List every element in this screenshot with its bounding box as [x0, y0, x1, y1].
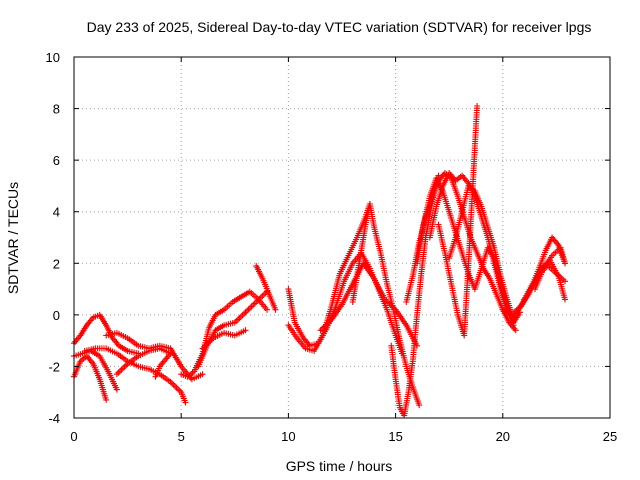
series-track-15 [388, 172, 442, 419]
y-tick-label: 4 [53, 205, 60, 220]
y-axis-label: SDTVAR / TECUs [5, 182, 21, 294]
data-marks [81, 345, 189, 406]
series-track-20 [446, 182, 517, 323]
y-tick-label: 6 [53, 153, 60, 168]
series-track-19 [435, 103, 481, 339]
x-tick-label: 5 [178, 429, 185, 444]
x-tick-label: 10 [281, 429, 295, 444]
y-tick-label: -2 [48, 359, 60, 374]
points-layer [71, 103, 568, 419]
x-tick-label: 20 [496, 429, 510, 444]
y-tick-label: 2 [53, 256, 60, 271]
x-tick-label: 15 [388, 429, 402, 444]
data-marks [446, 182, 517, 323]
grid-layer [74, 57, 610, 418]
chart-title: Day 233 of 2025, Sidereal Day-to-day VTE… [87, 19, 592, 35]
data-marks [199, 327, 249, 352]
series-track-24 [532, 244, 568, 293]
data-marks [532, 244, 568, 293]
data-marks [71, 353, 110, 403]
series-track-9 [199, 327, 249, 352]
x-tick-label: 0 [70, 429, 77, 444]
y-tick-label: -4 [48, 411, 60, 426]
data-marks [113, 345, 174, 380]
series-track-4 [81, 345, 189, 406]
y-tick-label: 10 [46, 50, 60, 65]
data-marks [253, 262, 279, 313]
y-tick-label: 0 [53, 308, 60, 323]
data-marks [388, 172, 442, 419]
series-track-1 [71, 353, 110, 403]
plot-frame [73, 56, 611, 419]
data-marks [435, 103, 481, 339]
x-axis-label: GPS time / hours [286, 458, 393, 474]
y-tick-label: 8 [53, 102, 60, 117]
ticks-layer: 0 5 10 15 20 25 -4 -2 0 2 4 6 8 10 [46, 50, 618, 444]
x-tick-label: 25 [603, 429, 617, 444]
series-track-6 [113, 345, 174, 380]
series-track-10 [253, 262, 279, 313]
